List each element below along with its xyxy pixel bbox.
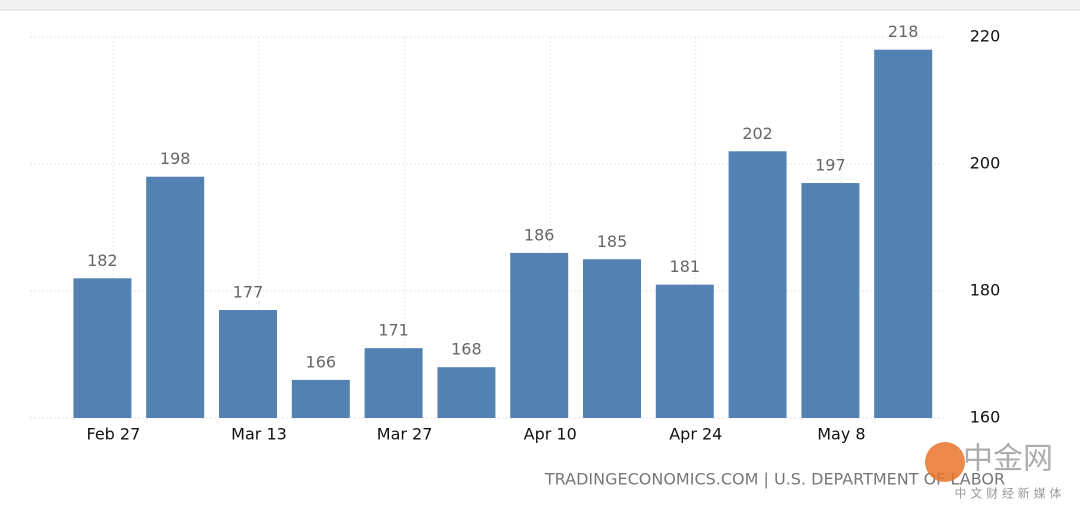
- y-tick-label: 160: [970, 408, 1001, 427]
- value-label: 182: [87, 251, 118, 270]
- value-label: 202: [742, 124, 773, 143]
- watermark-logo: [925, 442, 965, 482]
- x-tick-label: Mar 13: [231, 425, 287, 444]
- bar: [364, 348, 423, 418]
- watermark-name: 中金网: [963, 442, 1053, 477]
- bar: [291, 379, 350, 418]
- x-tick-label: Mar 27: [377, 425, 433, 444]
- bar: [583, 259, 641, 418]
- x-tick-label: Apr 10: [524, 425, 577, 444]
- value-label: 186: [524, 225, 555, 244]
- source: TRADINGECONOMICS.COM | U.S. DEPARTMENT O…: [544, 470, 1005, 489]
- y-tick-label: 200: [970, 154, 1001, 173]
- value-label: 181: [670, 257, 701, 276]
- bar: [510, 252, 569, 418]
- value-label: 197: [815, 156, 846, 175]
- x-tick-label: Feb 27: [87, 425, 141, 444]
- bar: [219, 310, 277, 418]
- bar: [655, 284, 714, 418]
- x-tick-label: May 8: [817, 425, 865, 444]
- y-tick-label: 180: [970, 281, 1001, 300]
- bar: [146, 176, 205, 418]
- value-label: 218: [888, 22, 919, 41]
- watermark-tagline: 中 文 财 经 新 媒 体: [955, 486, 1062, 501]
- value-label: 168: [451, 340, 482, 359]
- x-tick-label: Apr 24: [669, 425, 722, 444]
- top-band: [0, 0, 1080, 10]
- y-tick-label: 220: [970, 27, 1001, 46]
- value-label: 171: [378, 321, 409, 340]
- value-label: 185: [597, 232, 628, 251]
- bar: [73, 278, 132, 418]
- bar: [728, 151, 787, 419]
- value-label: 198: [160, 149, 191, 168]
- bar: [801, 183, 860, 418]
- value-label: 166: [306, 352, 337, 371]
- bar: [874, 49, 933, 418]
- bar: [437, 367, 496, 418]
- value-label: 177: [233, 283, 264, 302]
